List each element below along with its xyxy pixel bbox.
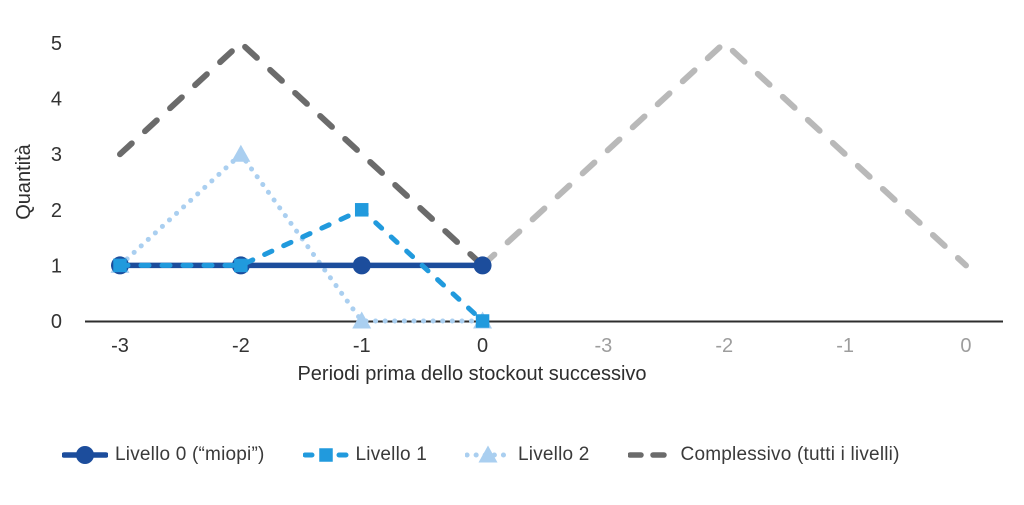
- svg-text:Quantità: Quantità: [13, 143, 35, 219]
- legend-item-livello-2: Livello 2: [465, 444, 590, 466]
- legend-label-livello-0: Livello 0 (“miopi”): [115, 444, 265, 465]
- legend-label-livello-2: Livello 2: [518, 444, 590, 465]
- svg-text:1: 1: [51, 255, 62, 277]
- legend-label-complessivo: Complessivo (tutti i livelli): [680, 444, 900, 465]
- svg-text:2: 2: [51, 200, 62, 222]
- svg-text:0: 0: [960, 335, 971, 357]
- svg-text:0: 0: [51, 311, 62, 333]
- svg-text:-1: -1: [836, 335, 854, 357]
- complessivo-marker-icon: [627, 444, 674, 466]
- svg-text:0: 0: [477, 335, 488, 357]
- legend-item-livello-0: Livello 0 (“miopi”): [62, 444, 265, 466]
- legend-item-livello-1: Livello 1: [302, 444, 428, 466]
- livello-2-marker-icon: [465, 444, 512, 466]
- legend-label-livello-1: Livello 1: [355, 444, 428, 465]
- svg-text:-3: -3: [595, 335, 613, 357]
- chart-legend: Livello 0 (“miopi”) Livello 1 Livello 2 …: [62, 444, 992, 466]
- svg-text:3: 3: [51, 144, 62, 166]
- legend-item-complessivo: Complessivo (tutti i livelli): [627, 444, 900, 466]
- svg-text:-2: -2: [232, 335, 250, 357]
- livello-0-marker-icon: [62, 444, 108, 466]
- line-chart: 0 1 2 3 4 5 -3 -2 -1 0 -3 -2 -1 0 Periodi prima dello …: [13, 33, 1003, 385]
- svg-text:Periodi prima dello stockout s: Periodi prima dello stockout successivo: [297, 363, 646, 385]
- svg-text:-3: -3: [111, 335, 129, 357]
- livello-1-marker-icon: [302, 444, 349, 466]
- svg-text:4: 4: [51, 89, 62, 111]
- svg-text:-1: -1: [353, 335, 371, 357]
- svg-text:-2: -2: [715, 335, 733, 357]
- svg-text:5: 5: [51, 33, 62, 55]
